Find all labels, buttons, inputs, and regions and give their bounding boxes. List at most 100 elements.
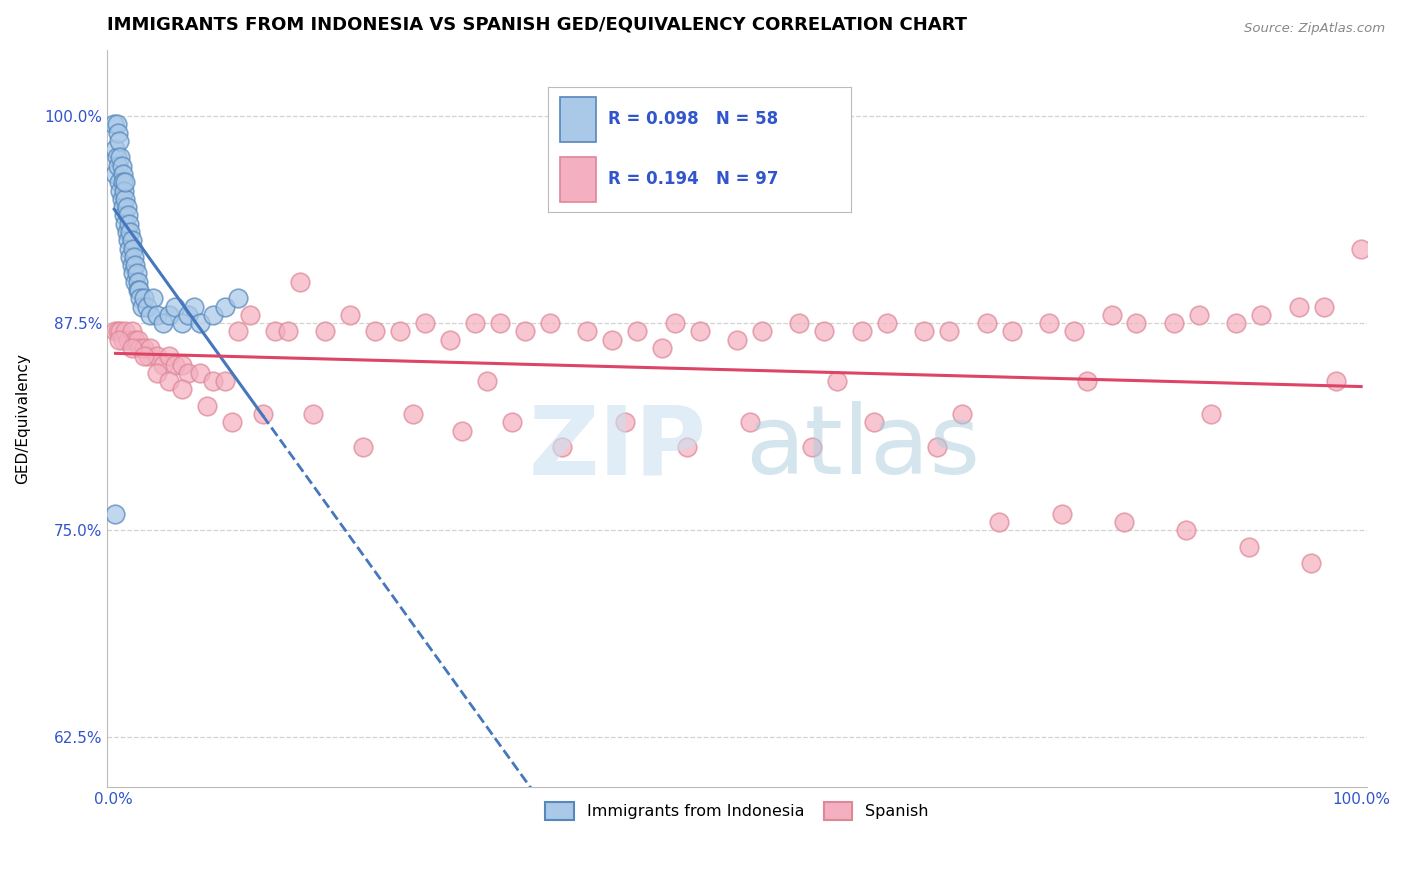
Point: [277, 325, 299, 339]
Point: [118, 217, 141, 231]
Point: [190, 316, 212, 330]
Text: Source: ZipAtlas.com: Source: ZipAtlas.com: [1244, 22, 1385, 36]
Point: [513, 325, 536, 339]
Point: [226, 325, 249, 339]
Point: [352, 440, 374, 454]
Point: [122, 267, 145, 281]
Point: [1188, 308, 1211, 322]
Point: [264, 325, 287, 339]
Point: [157, 308, 180, 322]
Point: [135, 300, 157, 314]
Point: [134, 349, 156, 363]
Point: [117, 209, 139, 223]
Point: [165, 358, 187, 372]
Point: [145, 308, 167, 322]
Point: [1301, 556, 1323, 570]
Point: [145, 349, 167, 363]
Point: [401, 407, 423, 421]
Point: [111, 175, 134, 189]
Point: [1312, 300, 1334, 314]
Point: [1076, 374, 1098, 388]
Point: [112, 209, 135, 223]
Point: [108, 175, 131, 189]
Point: [114, 325, 136, 339]
Point: [108, 333, 131, 347]
Point: [501, 416, 523, 430]
Point: [912, 325, 935, 339]
Point: [121, 325, 143, 339]
Point: [1101, 308, 1123, 322]
Point: [139, 341, 162, 355]
Point: [1163, 316, 1185, 330]
Point: [117, 233, 139, 247]
Point: [111, 192, 134, 206]
Point: [122, 250, 145, 264]
Point: [738, 416, 761, 430]
Point: [111, 167, 134, 181]
Point: [538, 316, 561, 330]
Point: [613, 416, 636, 430]
Point: [576, 325, 599, 339]
Point: [1288, 300, 1310, 314]
Point: [114, 217, 136, 231]
Point: [551, 440, 574, 454]
Point: [1237, 540, 1260, 554]
Point: [290, 275, 312, 289]
Point: [214, 300, 236, 314]
Point: [110, 151, 132, 165]
Point: [389, 325, 412, 339]
Text: ZIP: ZIP: [529, 401, 706, 494]
Point: [120, 250, 142, 264]
Point: [107, 159, 129, 173]
Text: IMMIGRANTS FROM INDONESIA VS SPANISH GED/EQUIVALENCY CORRELATION CHART: IMMIGRANTS FROM INDONESIA VS SPANISH GED…: [107, 15, 967, 33]
Point: [226, 291, 249, 305]
Point: [201, 374, 224, 388]
Point: [925, 440, 948, 454]
Point: [1201, 407, 1223, 421]
Point: [111, 200, 134, 214]
Point: [152, 316, 174, 330]
Point: [170, 382, 193, 396]
Point: [104, 167, 127, 181]
Point: [127, 275, 149, 289]
Point: [177, 366, 200, 380]
Point: [121, 233, 143, 247]
Point: [110, 184, 132, 198]
Point: [104, 325, 127, 339]
Point: [134, 341, 156, 355]
Point: [129, 291, 152, 305]
Point: [464, 316, 486, 330]
Point: [190, 366, 212, 380]
Point: [142, 291, 165, 305]
Point: [477, 374, 499, 388]
Point: [157, 374, 180, 388]
Point: [950, 407, 973, 421]
Point: [110, 325, 132, 339]
Point: [1250, 308, 1272, 322]
Point: [314, 325, 336, 339]
Point: [114, 192, 136, 206]
Point: [115, 225, 138, 239]
Point: [676, 440, 699, 454]
Point: [339, 308, 361, 322]
Point: [111, 159, 134, 173]
Point: [152, 358, 174, 372]
Point: [128, 283, 150, 297]
Point: [938, 325, 960, 339]
Point: [451, 424, 474, 438]
Point: [127, 283, 149, 297]
Point: [1350, 242, 1372, 256]
Point: [489, 316, 512, 330]
Point: [170, 358, 193, 372]
Point: [252, 407, 274, 421]
Point: [127, 333, 149, 347]
Point: [124, 333, 146, 347]
Point: [863, 416, 886, 430]
Point: [165, 300, 187, 314]
Point: [107, 325, 129, 339]
Point: [825, 374, 848, 388]
Point: [124, 258, 146, 272]
Point: [725, 333, 748, 347]
Point: [1125, 316, 1147, 330]
Point: [1175, 523, 1198, 537]
